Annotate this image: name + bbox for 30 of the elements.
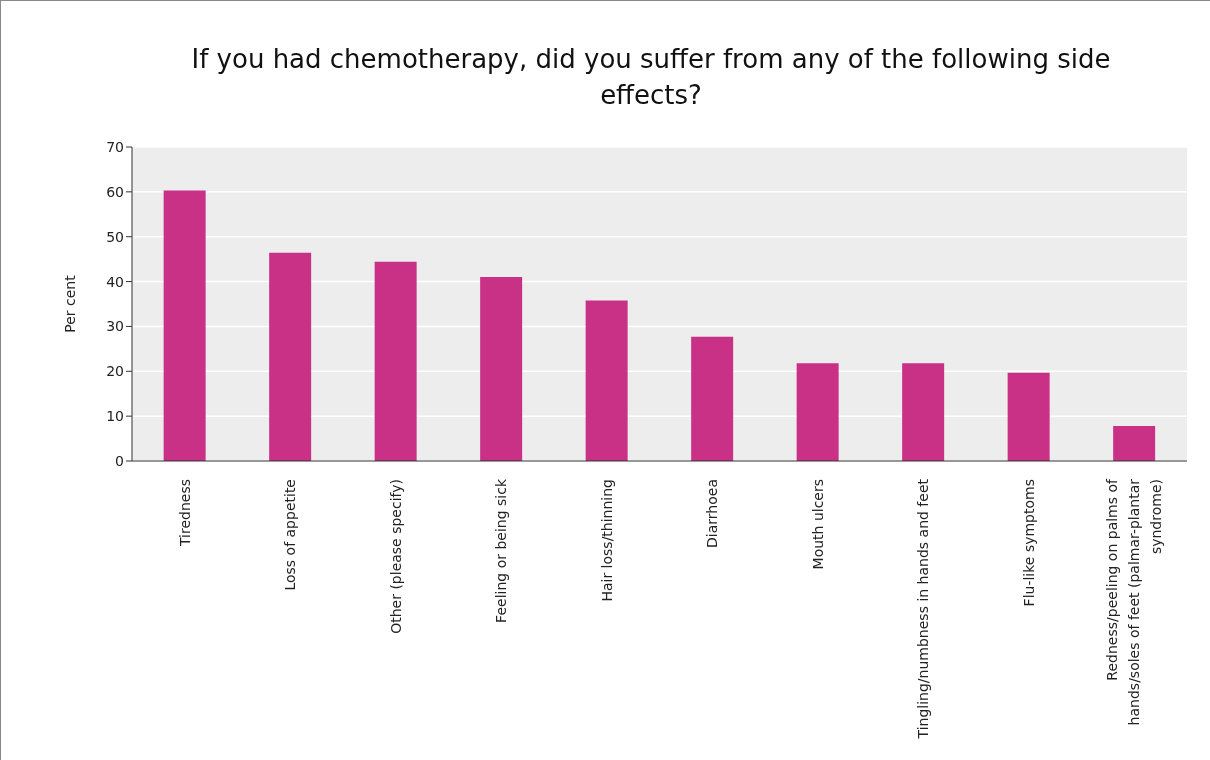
y-tick-label: 20 xyxy=(106,363,124,380)
x-tick-label: Other (please specify) xyxy=(387,479,404,634)
y-tick-label: 30 xyxy=(106,318,124,335)
x-tick-label: Hair loss/thinning xyxy=(598,479,615,602)
x-tick-label: Loss of appetite xyxy=(282,479,299,591)
bar xyxy=(163,190,206,461)
bar xyxy=(691,336,734,461)
y-tick-label: 70 xyxy=(106,138,124,155)
bar xyxy=(374,261,417,461)
y-tick-label: 0 xyxy=(115,452,124,469)
x-tick-label: Redness/peeling on palms of hands/soles of feet (palmar-plantar syndrome) xyxy=(1104,477,1165,726)
bar xyxy=(902,363,945,461)
x-tick-label: Diarrhoea xyxy=(704,479,721,548)
x-tick-label: Tingling/numbness in hands and feet xyxy=(915,478,932,740)
x-tick-label: Mouth ulcers xyxy=(809,479,826,570)
bar xyxy=(269,252,312,461)
x-tick-label: Flu-like symptoms xyxy=(1020,479,1037,607)
y-tick-label: 40 xyxy=(106,273,124,290)
bar xyxy=(796,363,839,461)
bar xyxy=(1007,372,1050,461)
bar xyxy=(480,277,523,461)
y-tick-label: 60 xyxy=(106,183,124,200)
x-tick-label: Feeling or being sick xyxy=(493,478,510,623)
bar xyxy=(1113,426,1156,461)
y-tick-label: 10 xyxy=(106,408,124,425)
x-tick-label: Tiredness xyxy=(176,479,193,548)
y-axis-title: Per cent xyxy=(61,274,78,333)
y-tick-label: 50 xyxy=(106,228,124,245)
bar xyxy=(585,300,628,461)
chart-title: If you had chemotherapy, did you suffer from any of the following side effects? xyxy=(190,43,1112,112)
